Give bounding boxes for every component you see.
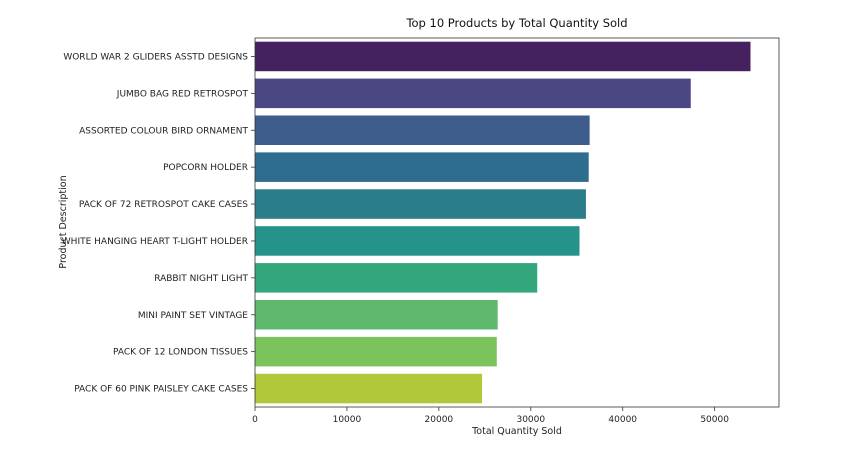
bar xyxy=(255,41,751,72)
x-axis-label: Total Quantity Sold xyxy=(471,426,562,437)
bar xyxy=(255,336,497,367)
y-tick-label: WORLD WAR 2 GLIDERS ASSTD DESIGNS xyxy=(63,52,248,62)
y-tick-label: WHITE HANGING HEART T-LIGHT HOLDER xyxy=(62,237,248,247)
bar xyxy=(255,189,586,219)
x-tick-label: 50000 xyxy=(700,415,729,425)
bar xyxy=(255,226,580,256)
x-tick-label: 40000 xyxy=(608,415,637,425)
y-tick-label: PACK OF 12 LONDON TISSUES xyxy=(113,348,248,358)
bar xyxy=(255,299,498,330)
y-tick-label: ASSORTED COLOUR BIRD ORNAMENT xyxy=(79,126,248,136)
bar xyxy=(255,263,538,293)
y-tick-label: POPCORN HOLDER xyxy=(163,163,248,173)
chart-title: Top 10 Products by Total Quantity Sold xyxy=(405,16,627,30)
y-tick-label: PACK OF 72 RETROSPOT CAKE CASES xyxy=(79,200,248,210)
x-tick-label: 30000 xyxy=(516,415,545,425)
bar xyxy=(255,78,691,109)
bar xyxy=(255,115,590,146)
y-tick-label: RABBIT NIGHT LIGHT xyxy=(154,274,248,284)
y-tick-labels: WORLD WAR 2 GLIDERS ASSTD DESIGNS JUMBO B… xyxy=(62,52,255,395)
y-tick-label: MINI PAINT SET VINTAGE xyxy=(138,311,248,321)
y-tick-label: PACK OF 60 PINK PAISLEY CAKE CASES xyxy=(74,385,248,395)
plot-frame xyxy=(254,37,780,408)
bar xyxy=(255,373,483,404)
x-tick-label: 0 xyxy=(252,415,258,425)
bars-group xyxy=(255,41,751,404)
x-tick-label: 10000 xyxy=(333,415,362,425)
x-ticks: 0 10000 20000 30000 40000 50000 xyxy=(252,407,729,425)
x-tick-label: 20000 xyxy=(425,415,454,425)
y-tick-label: JUMBO BAG RED RETROSPOT xyxy=(116,89,249,99)
bar xyxy=(255,152,589,182)
y-axis-label: Product Description xyxy=(58,175,69,268)
